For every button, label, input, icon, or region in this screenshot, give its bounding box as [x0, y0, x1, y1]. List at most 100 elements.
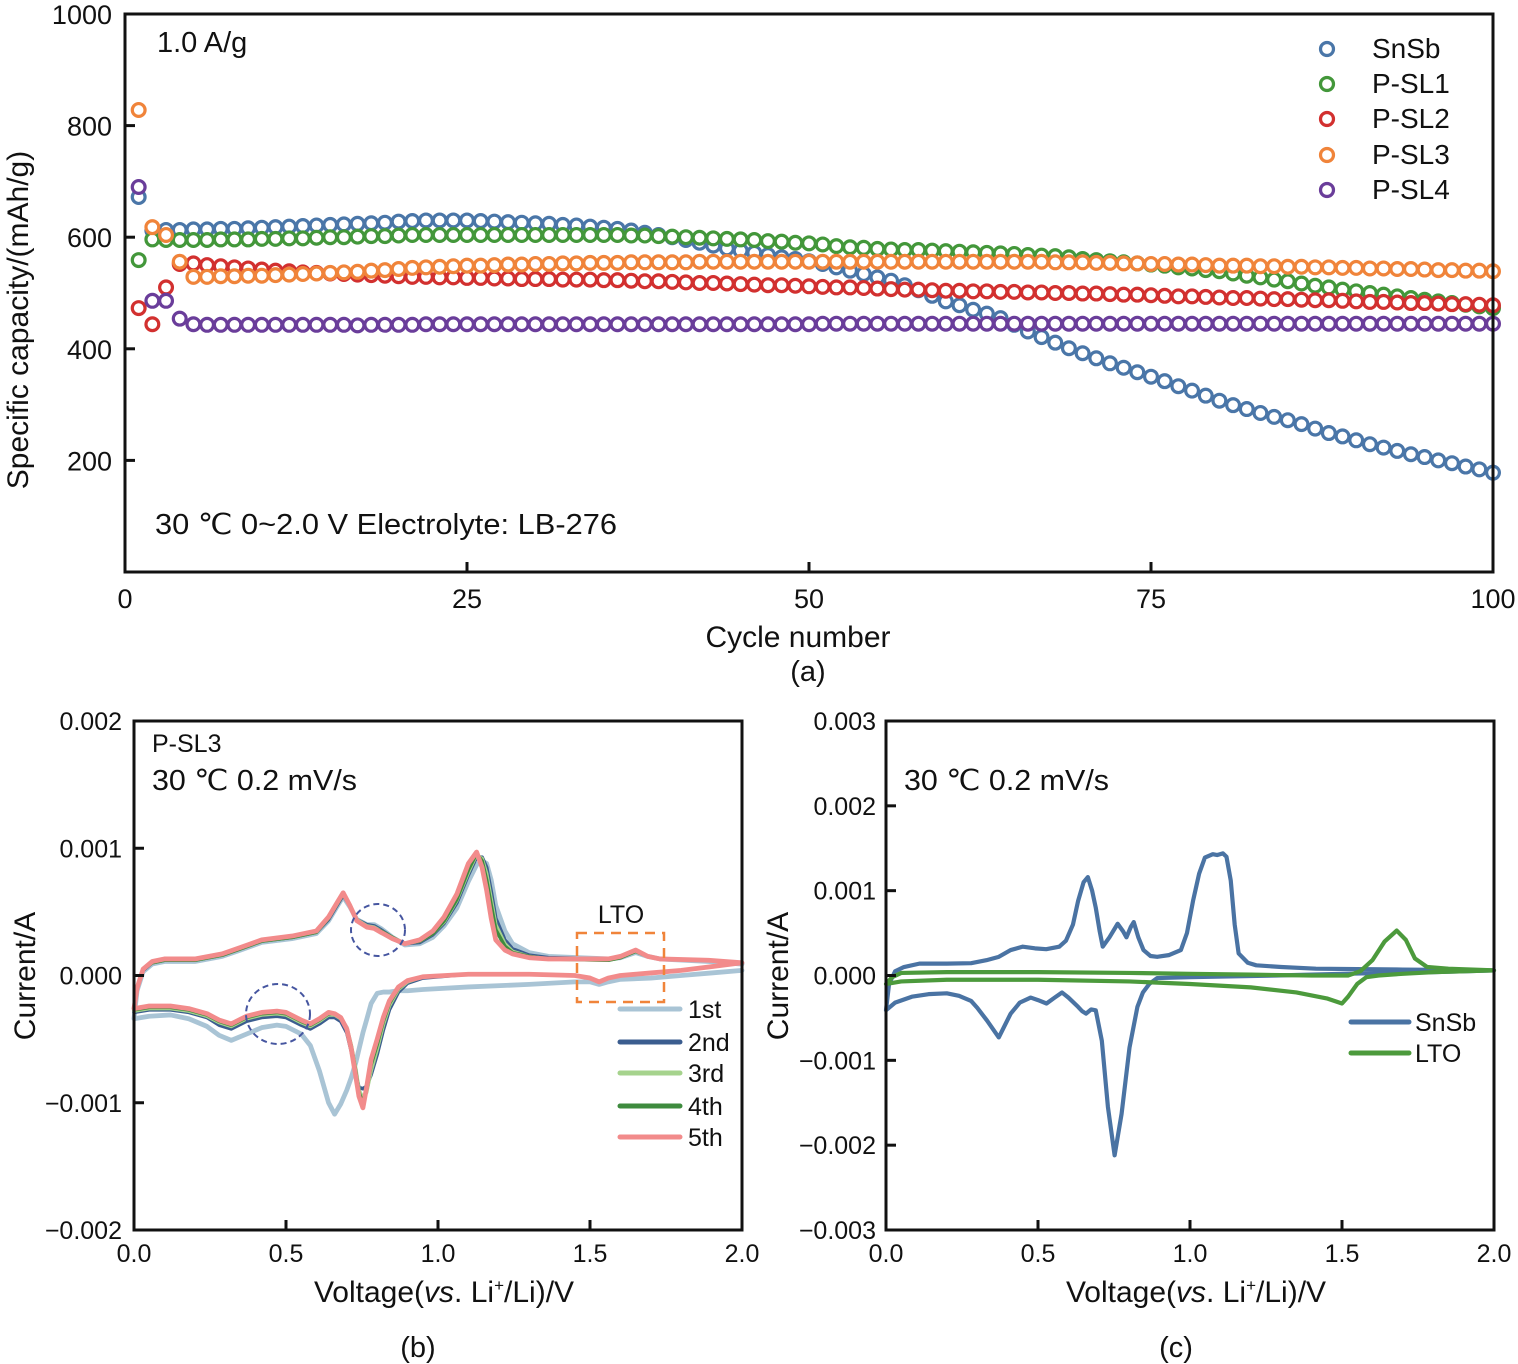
- data-point: [636, 254, 653, 271]
- data-point: [1129, 315, 1146, 332]
- data-point: [541, 255, 558, 272]
- data-point: [1238, 257, 1255, 274]
- data-point: [527, 226, 544, 243]
- data-point: [1443, 262, 1460, 279]
- legend-c: SnSb LTO: [1348, 1009, 1476, 1068]
- data-point: [1334, 315, 1351, 332]
- data-point: [1197, 288, 1214, 305]
- legend-item-p-sl1: P-SL1: [1318, 68, 1450, 99]
- data-point: [1266, 258, 1283, 275]
- data-point: [937, 253, 954, 270]
- data-point: [1320, 315, 1337, 332]
- data-point: [541, 271, 558, 288]
- data-point: [253, 230, 270, 247]
- data-point: [623, 272, 640, 289]
- data-point: [404, 226, 421, 243]
- data-point: [1170, 256, 1187, 273]
- legend-item-snsb: SnSb: [1318, 33, 1441, 64]
- x-axis-label-italic: vs: [1176, 1276, 1206, 1309]
- data-point: [1074, 254, 1091, 271]
- data-point: [541, 316, 558, 333]
- x-axis-label: Voltage(vs. Li+/Li)/V: [1066, 1276, 1326, 1309]
- data-point: [1047, 315, 1064, 332]
- data-point: [1457, 262, 1474, 279]
- data-point: [910, 253, 927, 270]
- y-tick-label: 0.000: [813, 963, 876, 991]
- data-point: [541, 226, 558, 243]
- legend-label: SnSb: [1372, 33, 1441, 64]
- data-point: [171, 310, 188, 327]
- data-point: [1088, 315, 1105, 332]
- x-axis-label-part: Voltage(: [1066, 1276, 1176, 1309]
- data-point: [294, 266, 311, 283]
- data-point: [1225, 257, 1242, 274]
- data-point: [335, 264, 352, 281]
- data-point: [759, 253, 776, 270]
- data-point: [691, 274, 708, 291]
- panel-label-a: (a): [790, 656, 825, 688]
- data-point: [1389, 315, 1406, 332]
- x-tick-label: 0.5: [1021, 1240, 1056, 1268]
- data-point: [1156, 315, 1173, 332]
- data-point: [335, 216, 352, 233]
- data-point: [472, 226, 489, 243]
- data-point: [404, 316, 421, 333]
- data-point: [1361, 293, 1378, 310]
- data-point: [390, 261, 407, 278]
- x-axis-label-superscript: +: [494, 1276, 504, 1295]
- data-point: [226, 268, 243, 285]
- data-point: [335, 316, 352, 333]
- data-point: [924, 315, 941, 332]
- data-point: [1074, 315, 1091, 332]
- data-point: [568, 316, 585, 333]
- data-point: [1211, 315, 1228, 332]
- data-point: [1457, 315, 1474, 332]
- data-point: [992, 283, 1009, 300]
- annotation-test-conditions: 30 ℃ 0~2.0 V Electrolyte: LB-276: [155, 509, 617, 541]
- data-point: [855, 279, 872, 296]
- axes-a: 0 25 50 75 100 200 400 600 800 1000: [52, 0, 1516, 614]
- data-point: [650, 316, 667, 333]
- data-point: [842, 315, 859, 332]
- legend-marker-icon: [1318, 181, 1336, 199]
- data-point: [1293, 315, 1310, 332]
- x-axis-label: Voltage(vs. Li+/Li)/V: [314, 1276, 574, 1309]
- data-point: [1060, 315, 1077, 332]
- legend-label: 2nd: [688, 1029, 730, 1057]
- legend-label: 5th: [688, 1124, 723, 1152]
- data-point: [732, 253, 749, 270]
- data-point: [1074, 345, 1091, 362]
- y-tick-label: 200: [67, 446, 112, 476]
- data-point: [609, 272, 626, 289]
- data-point: [759, 316, 776, 333]
- data-point: [1389, 261, 1406, 278]
- data-point: [130, 101, 147, 118]
- data-point: [158, 279, 175, 296]
- data-point: [1047, 254, 1064, 271]
- data-point: [486, 316, 503, 333]
- data-point: [171, 253, 188, 270]
- data-point: [554, 316, 571, 333]
- data-point: [1156, 287, 1173, 304]
- data-point: [404, 213, 421, 230]
- y-tick-label: −0.002: [45, 1217, 122, 1245]
- data-point: [1293, 275, 1310, 292]
- data-point: [773, 233, 790, 250]
- data-point: [568, 271, 585, 288]
- data-point: [746, 316, 763, 333]
- data-point: [445, 226, 462, 243]
- data-point: [1033, 253, 1050, 270]
- data-point: [500, 256, 517, 273]
- legend-label: P-SL1: [1372, 68, 1450, 99]
- data-point: [773, 277, 790, 294]
- data-point: [144, 219, 161, 236]
- data-point: [1293, 258, 1310, 275]
- data-point: [1375, 315, 1392, 332]
- data-point: [691, 253, 708, 270]
- data-point: [445, 316, 462, 333]
- x-axis-label-italic: vs: [424, 1276, 454, 1309]
- data-point: [1279, 315, 1296, 332]
- data-point: [417, 226, 434, 243]
- data-point: [486, 226, 503, 243]
- data-point: [1402, 446, 1419, 463]
